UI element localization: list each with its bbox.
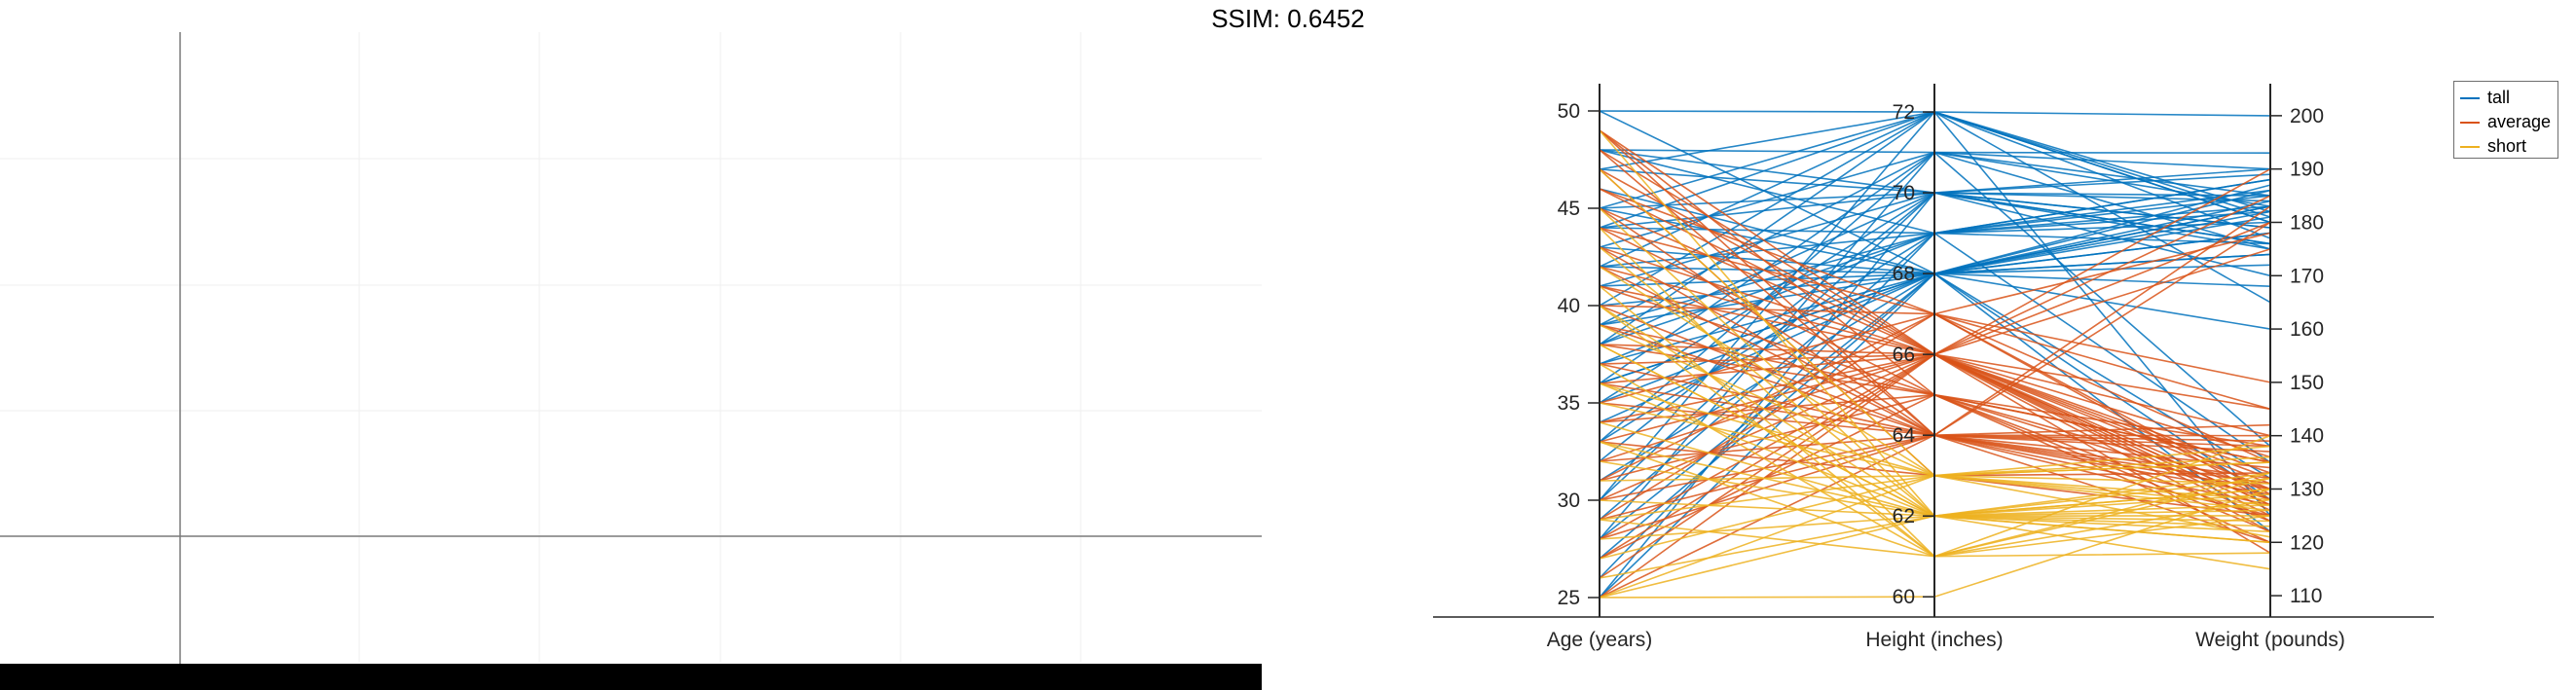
axis-label-2: Weight (pounds) bbox=[2195, 629, 2345, 651]
legend: tall average short bbox=[2453, 81, 2558, 159]
axis-label-1: Height (inches) bbox=[1865, 629, 2003, 651]
tick-label-1: 72 bbox=[1893, 101, 1915, 124]
page-title: SSIM: 0.6452 bbox=[1211, 4, 1365, 33]
legend-swatch-short bbox=[2460, 145, 2480, 148]
bottom-black-bar bbox=[0, 664, 1262, 690]
tick-label-2: 160 bbox=[2290, 318, 2324, 341]
legend-label-average: average bbox=[2487, 112, 2552, 131]
legend-item-average: average bbox=[2454, 110, 2558, 134]
tick-label-1: 70 bbox=[1893, 182, 1915, 204]
tick-label-0: 25 bbox=[1558, 587, 1580, 609]
legend-swatch-tall bbox=[2460, 96, 2480, 99]
tick-label-1: 64 bbox=[1893, 424, 1916, 447]
tick-label-0: 45 bbox=[1558, 198, 1580, 220]
axis-label-0: Age (years) bbox=[1547, 629, 1653, 651]
tick-label-1: 62 bbox=[1893, 505, 1915, 527]
tick-label-2: 140 bbox=[2290, 425, 2324, 448]
tick-label-1: 66 bbox=[1893, 344, 1915, 366]
legend-label-short: short bbox=[2487, 136, 2527, 156]
legend-item-tall: tall bbox=[2454, 86, 2558, 110]
tick-label-2: 130 bbox=[2290, 478, 2324, 500]
tick-label-0: 50 bbox=[1558, 100, 1580, 123]
tick-label-2: 150 bbox=[2290, 372, 2324, 394]
tick-label-2: 200 bbox=[2290, 105, 2324, 127]
tick-label-1: 60 bbox=[1893, 586, 1915, 608]
legend-label-tall: tall bbox=[2487, 88, 2511, 107]
legend-item-short: short bbox=[2454, 134, 2558, 159]
legend-swatch-average bbox=[2460, 121, 2480, 124]
tick-label-1: 68 bbox=[1893, 263, 1915, 285]
tick-label-0: 40 bbox=[1558, 295, 1580, 317]
tick-label-0: 30 bbox=[1558, 490, 1580, 512]
left-grid bbox=[0, 32, 1262, 662]
tick-label-2: 190 bbox=[2290, 159, 2324, 181]
tick-label-2: 120 bbox=[2290, 531, 2324, 554]
tick-label-0: 35 bbox=[1558, 392, 1580, 415]
tick-label-2: 170 bbox=[2290, 265, 2324, 287]
tick-label-2: 180 bbox=[2290, 211, 2324, 234]
chart-axes: 25 30 35 40 45 50 Age (years) 60 62 64 66 68 70 72 Hei… bbox=[1433, 84, 2434, 651]
empty-axes-panel bbox=[0, 32, 1262, 690]
tick-label-2: 110 bbox=[2290, 585, 2322, 607]
